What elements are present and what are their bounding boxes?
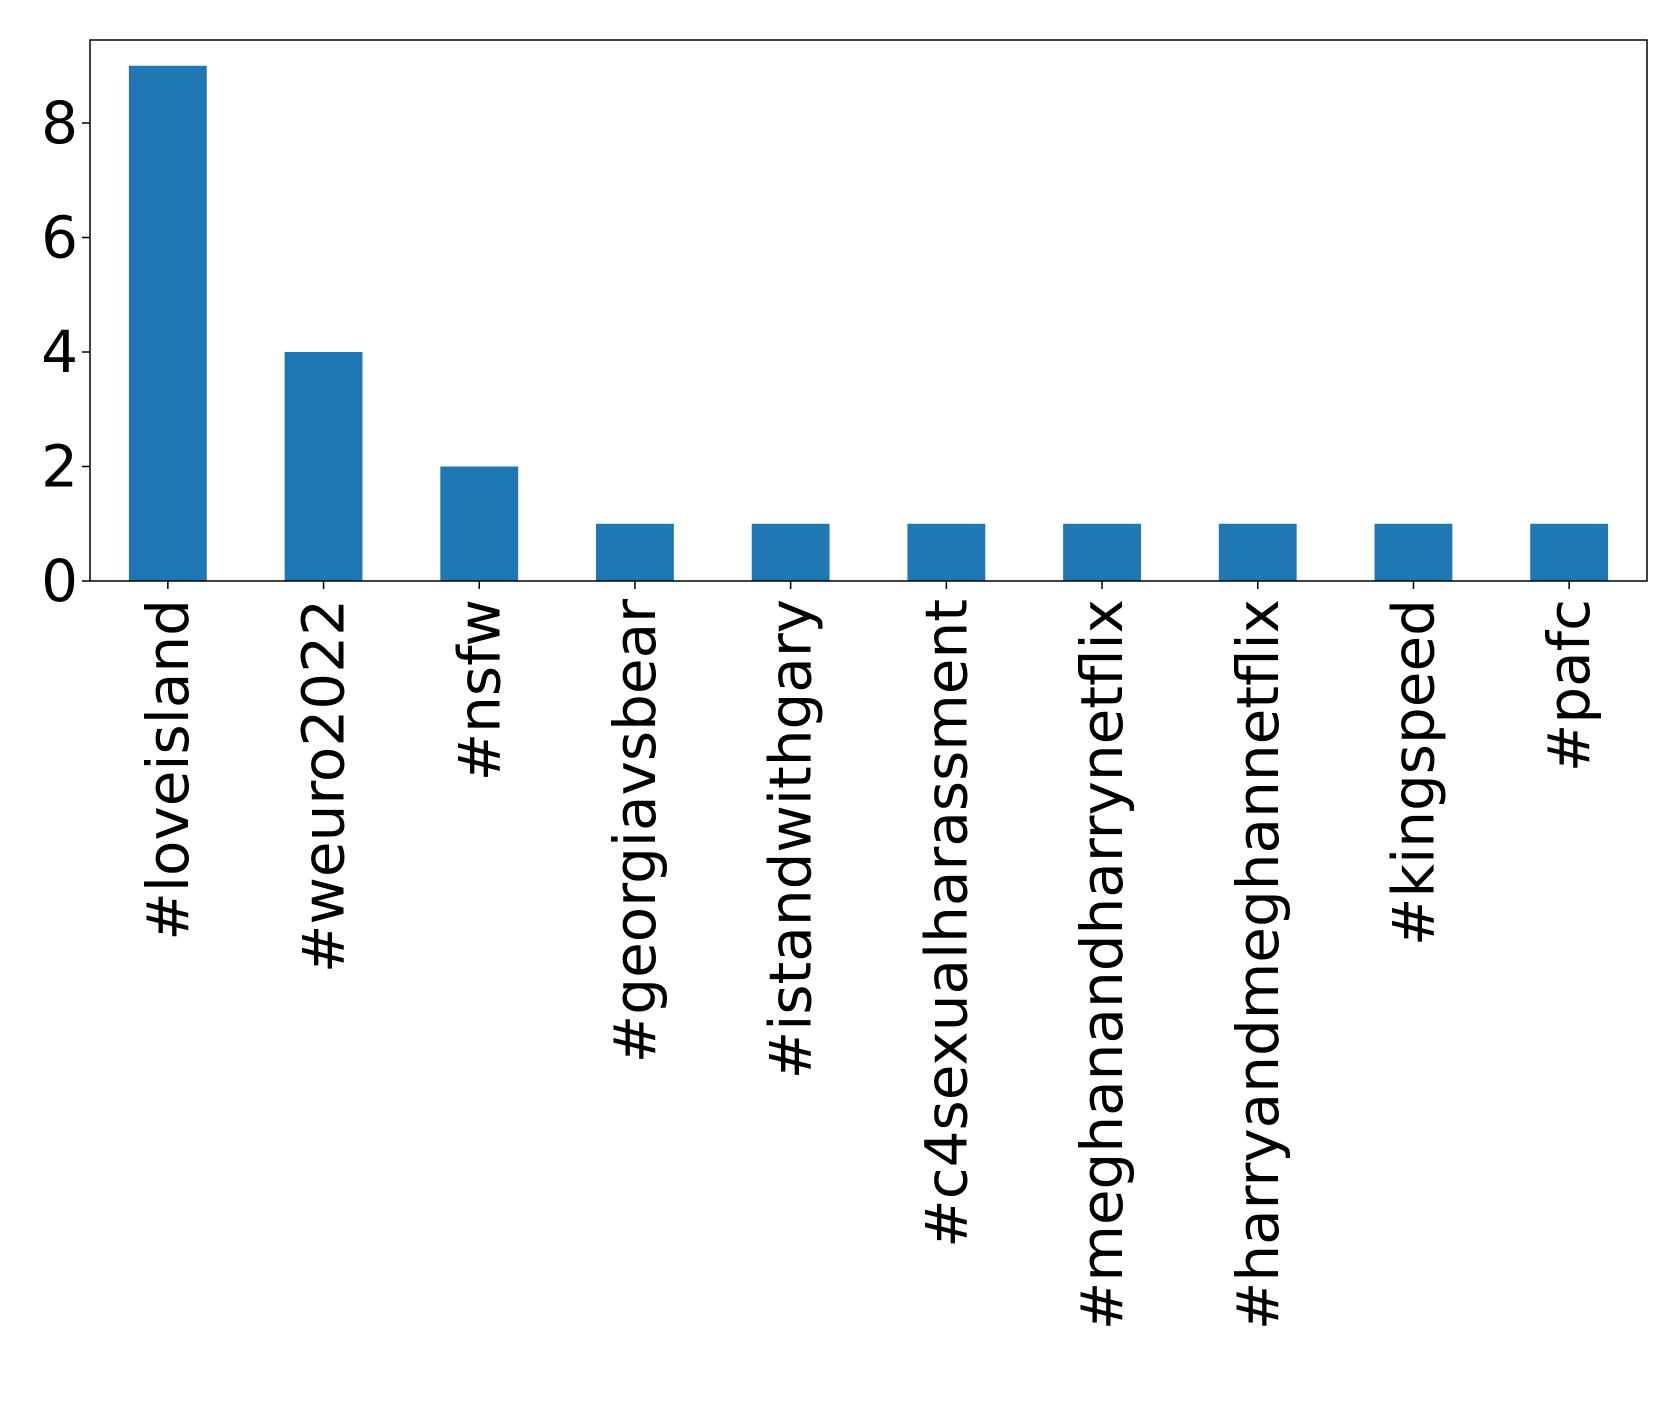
x-tick-label: #c4sexualharassment bbox=[912, 599, 980, 1248]
x-tick-label: #weuro2022 bbox=[290, 599, 358, 973]
x-tick-label: #nsfw bbox=[445, 599, 513, 781]
bar-weuro2022 bbox=[284, 352, 363, 581]
y-axis: 0 2 4 6 8 bbox=[41, 89, 90, 615]
y-tick-label: 4 bbox=[41, 318, 78, 386]
y-tick-label: 2 bbox=[41, 433, 78, 501]
x-tick-label: #georgiavsbear bbox=[601, 599, 669, 1063]
bar-istandwithgary bbox=[751, 523, 830, 581]
x-tick-label: #loveisland bbox=[134, 599, 202, 941]
x-tick-label: #kingspeed bbox=[1379, 599, 1447, 946]
plot-frame bbox=[89, 39, 1648, 582]
x-tick-label: #meghanandharrynetflix bbox=[1068, 599, 1136, 1330]
y-tick-label: 8 bbox=[41, 89, 78, 157]
bar-georgiavsbear bbox=[596, 523, 674, 581]
y-tick-label: 0 bbox=[41, 547, 78, 615]
bar-c4sexualharassment bbox=[907, 523, 986, 581]
bar-kingspeed bbox=[1374, 523, 1453, 581]
bar-pafc bbox=[1530, 523, 1609, 581]
x-tick-label: #pafc bbox=[1535, 599, 1603, 772]
x-axis: #loveisland #weuro2022 #nsfw #georgiavsbear… bbox=[134, 581, 1603, 1330]
bar-meghanandharrynetflix bbox=[1063, 523, 1141, 581]
bars-group bbox=[128, 65, 1609, 581]
y-tick-label: 6 bbox=[41, 204, 78, 272]
bar-nsfw bbox=[440, 466, 519, 581]
bar-loveisland bbox=[128, 65, 207, 581]
x-tick-label: #harryandmeghannetflix bbox=[1224, 599, 1292, 1330]
bar-harryandmeghannetflix bbox=[1218, 523, 1297, 581]
x-tick-label: #istandwithgary bbox=[757, 599, 825, 1079]
